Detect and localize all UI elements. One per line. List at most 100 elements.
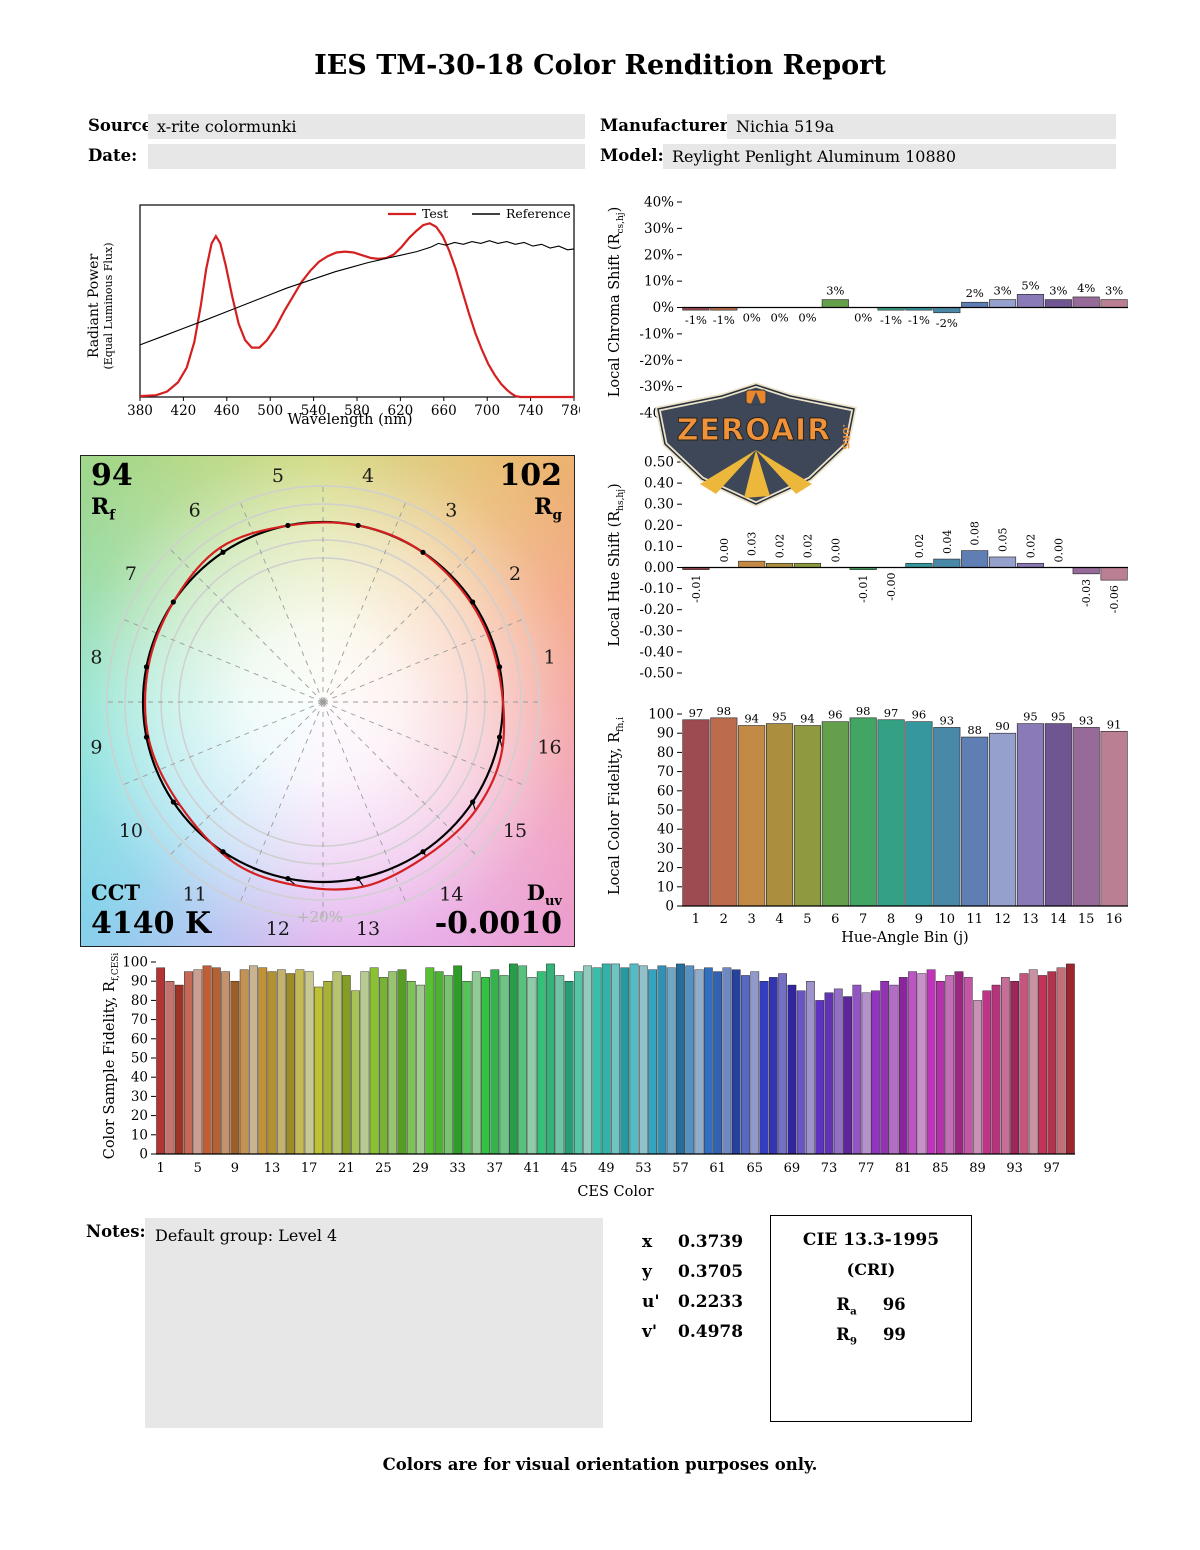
svg-text:500: 500	[257, 403, 283, 419]
svg-text:93: 93	[1079, 713, 1094, 727]
page-title: IES TM-30-18 Color Rendition Report	[314, 50, 886, 81]
svg-text:0.50: 0.50	[644, 455, 674, 471]
svg-text:20%: 20%	[644, 247, 674, 263]
svg-text:61: 61	[709, 1161, 726, 1176]
svg-text:12: 12	[266, 918, 290, 940]
svg-text:-0.06: -0.06	[1108, 585, 1121, 613]
svg-text:-30%: -30%	[639, 379, 674, 395]
notes-text: Default group: Level 4	[155, 1226, 338, 1245]
svg-text:-1%: -1%	[908, 313, 930, 327]
date-value	[148, 144, 585, 169]
svg-text:6: 6	[189, 499, 201, 521]
svg-text:-40%: -40%	[639, 406, 674, 422]
svg-text:0.00: 0.00	[1052, 538, 1065, 563]
svg-text:0.03: 0.03	[746, 532, 759, 557]
source-label: Source:	[88, 116, 159, 135]
duv-label: Duv	[526, 880, 562, 910]
svg-text:9: 9	[90, 737, 102, 759]
svg-text:91: 91	[1107, 717, 1122, 731]
svg-text:4: 4	[775, 912, 783, 927]
svg-text:77: 77	[858, 1161, 875, 1176]
svg-text:13: 13	[356, 918, 380, 940]
ces-x-axis-label: CES Color	[577, 1184, 654, 1200]
chromaticity-v-value: 0.4978	[678, 1322, 744, 1342]
svg-text:93: 93	[939, 713, 954, 727]
svg-text:-0.01: -0.01	[690, 575, 703, 603]
svg-text:10%: 10%	[644, 274, 674, 290]
svg-text:-2%: -2%	[936, 316, 958, 330]
svg-text:53: 53	[635, 1161, 652, 1176]
svg-text:1: 1	[692, 912, 700, 927]
svg-text:70: 70	[131, 1012, 148, 1028]
cri-ra-row: Ra 96	[836, 1295, 906, 1318]
svg-text:-0.30: -0.30	[639, 623, 674, 639]
svg-text:12: 12	[994, 912, 1011, 927]
svg-text:94: 94	[800, 712, 815, 726]
svg-text:-0.01: -0.01	[857, 575, 870, 603]
svg-text:5: 5	[272, 465, 284, 487]
svg-text:17: 17	[301, 1161, 318, 1176]
cri-r9-value: 99	[882, 1325, 906, 1345]
cri-subtitle: (CRI)	[846, 1260, 896, 1279]
svg-text:40: 40	[131, 1070, 148, 1086]
svg-text:9: 9	[231, 1161, 239, 1176]
svg-text:50: 50	[657, 803, 674, 819]
svg-text:13: 13	[264, 1161, 281, 1176]
svg-text:6: 6	[831, 912, 839, 927]
svg-text:85: 85	[932, 1161, 949, 1176]
svg-text:30: 30	[657, 841, 674, 857]
svg-text:2: 2	[509, 563, 521, 585]
svg-text:90: 90	[131, 974, 148, 990]
svg-text:0.04: 0.04	[941, 530, 954, 555]
svg-text:0: 0	[139, 1147, 148, 1163]
svg-text:3%: 3%	[993, 284, 1011, 298]
svg-text:-1%: -1%	[713, 313, 735, 327]
svg-text:33: 33	[449, 1161, 466, 1176]
svg-text:25: 25	[375, 1161, 392, 1176]
svg-text:0.02: 0.02	[1024, 534, 1037, 559]
svg-text:98: 98	[856, 704, 871, 718]
svg-text:13: 13	[1022, 912, 1039, 927]
svg-text:40%: 40%	[644, 195, 674, 211]
spd-chart: 380 420 460 500 540 580 620 660 700 740 780 Test Ref…	[127, 204, 580, 419]
svg-text:380: 380	[127, 403, 153, 419]
svg-text:49: 49	[598, 1161, 615, 1176]
cri-ra-value: 96	[882, 1295, 906, 1314]
svg-text:4: 4	[362, 465, 374, 487]
svg-text:10: 10	[657, 879, 674, 895]
svg-text:8: 8	[887, 912, 895, 927]
svg-text:14: 14	[439, 884, 463, 906]
svg-text:81: 81	[895, 1161, 912, 1176]
chromaticity-block: x 0.3739 y 0.3705 u' 0.2233 v' 0.4978	[642, 1232, 743, 1352]
svg-text:-10%: -10%	[639, 326, 674, 342]
svg-text:420: 420	[171, 403, 197, 419]
svg-text:0.20: 0.20	[644, 518, 674, 534]
svg-text:700: 700	[474, 403, 500, 419]
svg-text:-1%: -1%	[880, 313, 902, 327]
rf-value: 94	[91, 458, 133, 493]
svg-text:100: 100	[648, 707, 674, 723]
svg-text:740: 740	[518, 403, 544, 419]
svg-text:0.10: 0.10	[644, 539, 674, 555]
svg-text:Test: Test	[422, 206, 448, 221]
svg-text:29: 29	[412, 1161, 429, 1176]
svg-text:16: 16	[1106, 912, 1123, 927]
chromaticity-u-value: 0.2233	[678, 1292, 744, 1312]
chromaticity-x-row: x 0.3739	[642, 1232, 744, 1252]
chromaticity-x-value: 0.3739	[678, 1232, 744, 1252]
svg-text:57: 57	[672, 1161, 689, 1176]
model-label: Model:	[600, 146, 664, 165]
svg-text:8: 8	[90, 646, 102, 668]
svg-text:540: 540	[301, 403, 327, 419]
svg-text:41: 41	[524, 1161, 541, 1176]
svg-text:660: 660	[431, 403, 457, 419]
svg-text:70: 70	[657, 764, 674, 780]
svg-text:95: 95	[1023, 710, 1038, 724]
svg-text:95: 95	[1051, 710, 1066, 724]
svg-text:0.02: 0.02	[774, 534, 787, 559]
svg-text:11: 11	[966, 912, 983, 927]
watermark-org-text: .ORG	[840, 424, 850, 449]
svg-text:10: 10	[131, 1127, 148, 1143]
svg-text:96: 96	[828, 708, 843, 722]
